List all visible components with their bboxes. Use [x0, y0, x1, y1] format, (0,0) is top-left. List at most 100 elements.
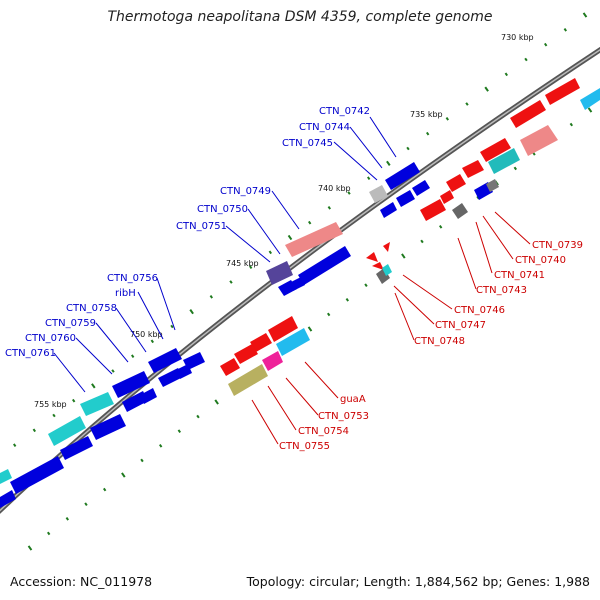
tick-dot [420, 239, 424, 244]
minus-strand-genes [220, 125, 558, 396]
gene-block[interactable] [545, 78, 580, 105]
gene-label[interactable]: CTN_0739 [532, 240, 583, 251]
gene-block[interactable] [480, 138, 511, 162]
gene-label[interactable]: CTN_0753 [318, 411, 369, 422]
gene-block[interactable] [234, 344, 258, 364]
gene-label[interactable]: CTN_0741 [494, 270, 545, 281]
gene-label[interactable]: CTN_0755 [279, 441, 330, 452]
gene-block[interactable] [452, 203, 468, 219]
gene-block[interactable] [385, 162, 420, 190]
tick-dot [229, 280, 233, 284]
gene-block[interactable] [268, 316, 298, 342]
gene-block[interactable] [176, 364, 192, 379]
gene-block[interactable] [289, 277, 305, 291]
gene-block[interactable] [228, 364, 268, 396]
gene-block[interactable] [10, 456, 64, 494]
gene-block[interactable] [520, 125, 558, 156]
tick-dot [46, 531, 51, 536]
gene-label[interactable]: guaA [340, 394, 366, 405]
gene-label[interactable]: CTN_0756 [107, 273, 158, 284]
gene-block[interactable] [420, 199, 446, 221]
gene-label[interactable]: CTN_0746 [454, 305, 505, 316]
gene-label[interactable]: CTN_0759 [45, 318, 96, 329]
gene-label[interactable]: CTN_0744 [299, 122, 350, 133]
tick-dot [364, 283, 368, 288]
tick-dot [366, 176, 371, 180]
gene-block[interactable] [446, 174, 466, 192]
gene-label[interactable]: CTN_0742 [319, 106, 370, 117]
tick-dot [27, 545, 33, 551]
gene-block[interactable] [80, 392, 114, 416]
gene-label[interactable]: CTN_0761 [5, 348, 56, 359]
gene-block[interactable] [376, 268, 390, 284]
gene-block[interactable] [60, 436, 93, 460]
gene-block[interactable] [440, 190, 454, 204]
gene-block[interactable] [366, 252, 378, 262]
gene-label[interactable]: CTN_0748 [414, 336, 465, 347]
gene-block[interactable] [0, 490, 16, 508]
gene-label[interactable]: CTN_0754 [298, 426, 349, 437]
tick-dot [569, 122, 574, 127]
gene-block[interactable] [148, 348, 182, 373]
gene-block[interactable] [298, 246, 351, 285]
gene-block[interactable] [486, 179, 499, 192]
gene-block[interactable] [112, 371, 150, 398]
gene-block[interactable] [90, 414, 126, 440]
gene-block[interactable] [220, 358, 240, 376]
gene-block[interactable] [48, 416, 86, 446]
tick-dot [214, 399, 219, 405]
gene-label[interactable]: CTN_0751 [176, 221, 227, 232]
tick-dot [177, 429, 182, 434]
tick-dot [209, 295, 214, 299]
minus-labels: CTN_0739 CTN_0740 CTN_0741 CTN_0743 CTN_… [279, 240, 583, 452]
tick-dot [248, 265, 253, 269]
gene-block[interactable] [276, 328, 310, 356]
tick-dot [158, 443, 163, 448]
gene-block[interactable] [396, 190, 415, 207]
tick-dot [52, 413, 56, 418]
gene-label[interactable]: CTN_0743 [476, 285, 527, 296]
gene-block[interactable] [462, 160, 484, 178]
tick-dot [582, 12, 588, 18]
gene-label[interactable]: CTN_0745 [282, 138, 333, 149]
gene-block[interactable] [0, 469, 12, 484]
tick-label-745: 745 kbp [226, 259, 259, 268]
gene-block[interactable] [510, 100, 546, 128]
tick-dot [91, 383, 96, 389]
gene-label[interactable]: CTN_0758 [66, 303, 117, 314]
gene-block[interactable] [412, 180, 430, 196]
gene-block[interactable] [285, 222, 343, 257]
gene-block[interactable] [158, 368, 183, 387]
gene-label[interactable]: CTN_0740 [515, 255, 566, 266]
tick-label-735: 735 kbp [410, 110, 443, 119]
gene-label[interactable]: CTN_0760 [25, 333, 76, 344]
gene-block[interactable] [140, 388, 157, 404]
tick-dot [150, 339, 155, 344]
gene-label[interactable]: CTN_0750 [197, 204, 248, 215]
tick-dot [543, 42, 548, 47]
gene-block[interactable] [372, 262, 384, 270]
gene-block[interactable] [380, 202, 397, 218]
gene-block[interactable] [262, 351, 283, 371]
tick-dot [587, 107, 593, 113]
gene-block[interactable] [369, 185, 388, 203]
gene-block[interactable] [250, 333, 272, 352]
tick-dot [140, 458, 144, 463]
tick-dot [326, 312, 331, 317]
gene-block[interactable] [383, 242, 390, 252]
gene-label[interactable]: CTN_0749 [220, 186, 271, 197]
topology-text: Topology: circular; Length: 1,884,562 bp… [246, 574, 590, 589]
gene-label[interactable]: CTN_0747 [435, 320, 486, 331]
tick-dot [196, 414, 200, 419]
gene-block[interactable] [382, 264, 392, 276]
tick-dot [345, 297, 350, 302]
gene-block[interactable] [580, 88, 600, 110]
gene-label[interactable]: ribH [115, 288, 136, 299]
gene-block[interactable] [488, 148, 520, 174]
tick-dot [401, 253, 406, 259]
tick-dot [121, 472, 126, 478]
gene-block[interactable] [266, 261, 293, 285]
tick-label-730: 730 kbp [501, 33, 534, 42]
tick-dot [12, 443, 17, 447]
tick-dot [524, 57, 528, 62]
